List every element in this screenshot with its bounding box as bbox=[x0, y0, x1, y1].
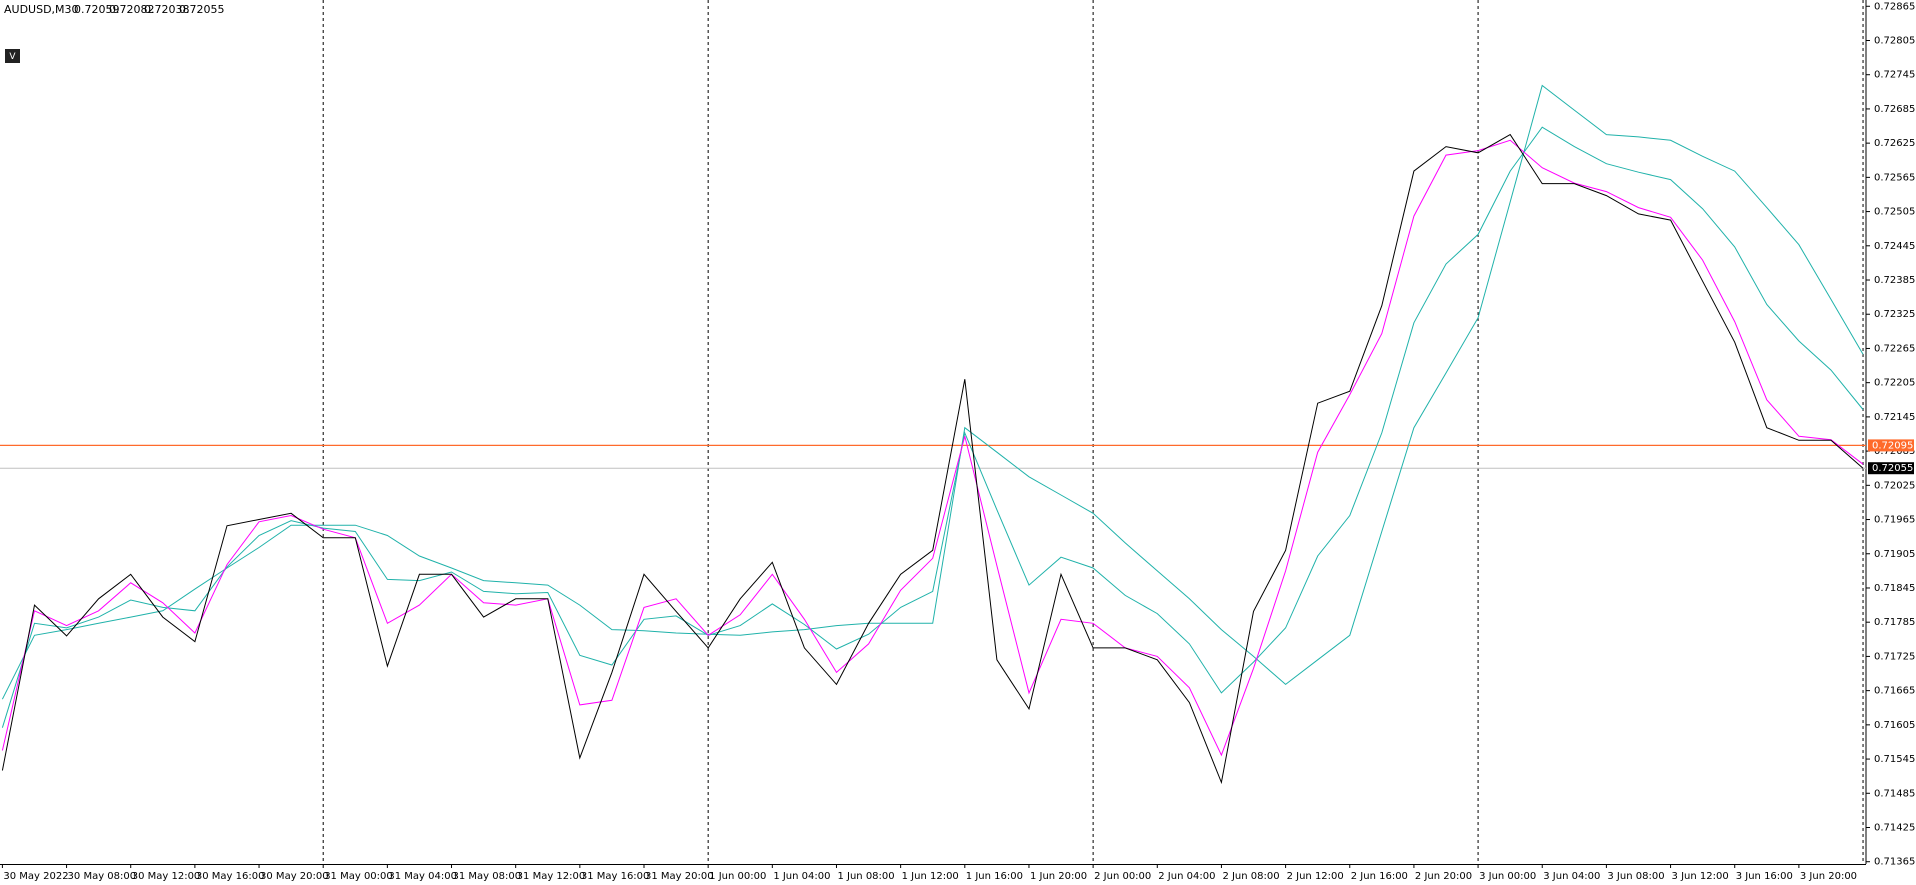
y-tick-label: 0.72445 bbox=[1874, 241, 1915, 252]
x-tick-label: 30 May 16:00 bbox=[196, 871, 265, 882]
x-tick-label: 2 Jun 08:00 bbox=[1222, 871, 1279, 882]
y-tick-label: 0.71905 bbox=[1874, 549, 1915, 560]
x-tick-label: 1 Jun 12:00 bbox=[902, 871, 959, 882]
open: 0.72059 bbox=[74, 3, 120, 16]
y-tick-label: 0.71845 bbox=[1874, 583, 1915, 594]
y-tick-label: 0.71665 bbox=[1874, 686, 1915, 697]
x-tick-label: 3 Jun 08:00 bbox=[1607, 871, 1664, 882]
y-tick-label: 0.72745 bbox=[1874, 70, 1915, 81]
y-tick-label: 0.72145 bbox=[1874, 412, 1915, 423]
high: 0.72082 bbox=[109, 3, 155, 16]
x-tick-label: 31 May 04:00 bbox=[388, 871, 457, 882]
x-tick-label: 1 Jun 04:00 bbox=[773, 871, 830, 882]
y-tick-label: 0.72025 bbox=[1874, 480, 1915, 491]
x-tick-label: 31 May 20:00 bbox=[645, 871, 714, 882]
y-tick-label: 0.71605 bbox=[1874, 720, 1915, 731]
x-tick-label: 2 Jun 04:00 bbox=[1158, 871, 1215, 882]
y-tick-label: 0.72505 bbox=[1874, 207, 1915, 218]
y-tick-label: 0.71725 bbox=[1874, 651, 1915, 662]
badge-box[interactable] bbox=[5, 49, 20, 63]
x-tick-label: 2 Jun 20:00 bbox=[1415, 871, 1472, 882]
y-tick-label: 0.72325 bbox=[1874, 309, 1915, 320]
price-label-box bbox=[1868, 462, 1914, 475]
price-label-box bbox=[1868, 439, 1914, 452]
x-tick-label: 30 May 12:00 bbox=[132, 871, 201, 882]
symbol: AUDUSD,M30 bbox=[4, 3, 79, 16]
y-tick-label: 0.71485 bbox=[1874, 788, 1915, 799]
x-tick-label: 31 May 08:00 bbox=[453, 871, 522, 882]
low: 0.72038 bbox=[144, 3, 190, 16]
x-tick-label: 3 Jun 16:00 bbox=[1736, 871, 1793, 882]
y-tick-label: 0.72805 bbox=[1874, 35, 1915, 46]
x-tick-label: 2 Jun 00:00 bbox=[1094, 871, 1151, 882]
x-tick-label: 3 Jun 04:00 bbox=[1543, 871, 1600, 882]
price-series bbox=[1, 139, 1864, 757]
x-tick-label: 2 Jun 16:00 bbox=[1351, 871, 1408, 882]
x-tick-label: 31 May 00:00 bbox=[324, 871, 393, 882]
y-tick-label: 0.71425 bbox=[1874, 823, 1915, 834]
close: 0.72055 bbox=[179, 3, 225, 16]
y-tick-label: 0.72385 bbox=[1874, 275, 1915, 286]
price-label: 0.72055 bbox=[1872, 463, 1913, 474]
y-tick-label: 0.72625 bbox=[1874, 138, 1915, 149]
x-tick-label: 1 Jun 08:00 bbox=[837, 871, 894, 882]
badge[interactable]: V bbox=[9, 52, 16, 62]
price-series bbox=[1, 126, 1864, 728]
x-tick-label: 1 Jun 16:00 bbox=[966, 871, 1023, 882]
y-tick-label: 0.71965 bbox=[1874, 515, 1915, 526]
x-tick-label: 3 Jun 20:00 bbox=[1800, 871, 1857, 882]
x-tick-label: 31 May 12:00 bbox=[517, 871, 586, 882]
y-tick-label: 0.72085 bbox=[1874, 446, 1915, 457]
x-tick-label: 3 Jun 12:00 bbox=[1672, 871, 1729, 882]
header: AUDUSD,M30 0.72059 0.72082 0.72038 0.720… bbox=[4, 3, 225, 63]
y-tick-label: 0.71785 bbox=[1874, 617, 1915, 628]
y-tick-label: 0.72685 bbox=[1874, 104, 1915, 115]
y-tick-label: 0.71545 bbox=[1874, 754, 1915, 765]
y-tick-label: 0.71365 bbox=[1874, 857, 1915, 868]
x-tick-label: 30 May 08:00 bbox=[68, 871, 137, 882]
x-tick-label: 2 Jun 12:00 bbox=[1287, 871, 1344, 882]
price-label: 0.72095 bbox=[1872, 440, 1913, 451]
y-tick-label: 0.72565 bbox=[1874, 172, 1915, 183]
x-tick-label: 30 May 2022 bbox=[3, 871, 68, 882]
y-tick-label: 0.72865 bbox=[1874, 1, 1915, 12]
x-tick-label: 1 Jun 20:00 bbox=[1030, 871, 1087, 882]
x-tick-label: 30 May 20:00 bbox=[260, 871, 329, 882]
y-tick-label: 0.72205 bbox=[1874, 378, 1915, 389]
x-tick-label: 3 Jun 00:00 bbox=[1479, 871, 1536, 882]
x-tick-label: 31 May 16:00 bbox=[581, 871, 650, 882]
x-tick-label: 1 Jun 00:00 bbox=[709, 871, 766, 882]
y-tick-label: 0.72265 bbox=[1874, 343, 1915, 354]
price-series bbox=[1, 133, 1864, 785]
